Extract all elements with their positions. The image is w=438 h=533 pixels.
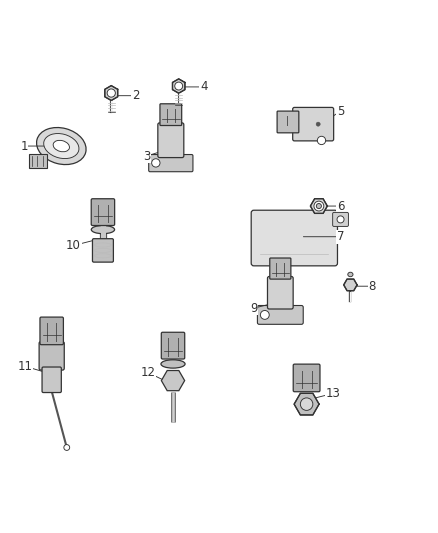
- FancyBboxPatch shape: [39, 342, 64, 370]
- Circle shape: [64, 445, 70, 450]
- Circle shape: [316, 204, 321, 208]
- Circle shape: [175, 82, 183, 90]
- Polygon shape: [311, 199, 327, 213]
- Circle shape: [152, 159, 160, 167]
- Text: 6: 6: [337, 199, 345, 213]
- Polygon shape: [294, 393, 319, 415]
- Circle shape: [260, 311, 269, 319]
- FancyBboxPatch shape: [149, 155, 193, 172]
- Text: 1: 1: [20, 140, 28, 152]
- FancyBboxPatch shape: [270, 258, 291, 279]
- FancyBboxPatch shape: [160, 104, 182, 125]
- Ellipse shape: [91, 225, 115, 233]
- Text: 2: 2: [132, 89, 140, 102]
- Text: 9: 9: [250, 302, 258, 314]
- Text: 11: 11: [18, 360, 33, 373]
- FancyBboxPatch shape: [293, 108, 334, 141]
- FancyBboxPatch shape: [158, 123, 184, 158]
- FancyBboxPatch shape: [268, 277, 293, 309]
- FancyBboxPatch shape: [258, 305, 303, 324]
- Ellipse shape: [53, 140, 70, 152]
- FancyBboxPatch shape: [277, 111, 299, 133]
- Ellipse shape: [348, 272, 353, 277]
- Ellipse shape: [161, 360, 185, 368]
- Text: 5: 5: [337, 104, 344, 117]
- FancyBboxPatch shape: [91, 199, 115, 225]
- Text: 7: 7: [337, 230, 345, 243]
- Ellipse shape: [36, 127, 86, 165]
- FancyBboxPatch shape: [161, 332, 185, 359]
- Circle shape: [337, 216, 344, 223]
- FancyBboxPatch shape: [293, 364, 320, 392]
- Circle shape: [317, 136, 326, 144]
- FancyBboxPatch shape: [333, 213, 349, 227]
- Text: 4: 4: [200, 80, 208, 93]
- Ellipse shape: [44, 134, 79, 159]
- Polygon shape: [105, 86, 118, 101]
- Bar: [29, 154, 47, 168]
- Polygon shape: [173, 79, 185, 93]
- Text: 8: 8: [369, 280, 376, 293]
- FancyBboxPatch shape: [40, 317, 64, 345]
- Text: 10: 10: [66, 239, 81, 252]
- Circle shape: [300, 398, 313, 410]
- Circle shape: [314, 201, 324, 211]
- Text: 13: 13: [325, 387, 340, 400]
- Text: 3: 3: [143, 150, 150, 163]
- Text: 12: 12: [141, 366, 155, 379]
- Polygon shape: [344, 279, 357, 290]
- FancyBboxPatch shape: [251, 210, 337, 266]
- Circle shape: [316, 122, 320, 126]
- Polygon shape: [161, 370, 185, 391]
- Circle shape: [107, 89, 115, 97]
- FancyBboxPatch shape: [92, 239, 113, 262]
- FancyBboxPatch shape: [42, 367, 61, 392]
